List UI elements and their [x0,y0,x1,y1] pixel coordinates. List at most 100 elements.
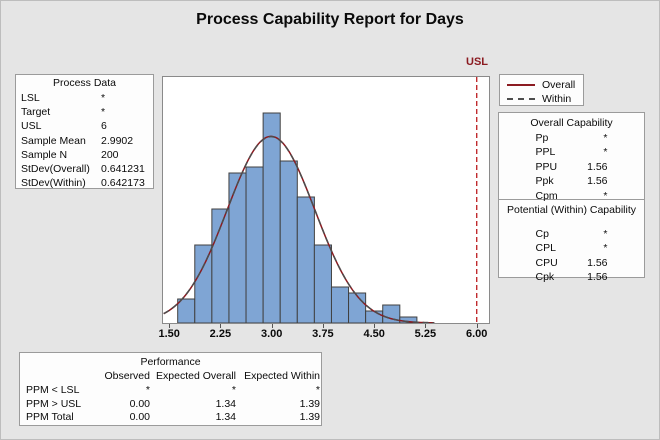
process-data-value: 0.642173 [101,177,145,190]
process-data-label: LSL [21,92,40,104]
process-data-label: USL [21,120,42,133]
performance-panel: Performance Observed Expected Overall Expe… [19,352,322,426]
overall-capability-rows: Pp * PPL * PPU 1.56 Ppk 1.56 Cpm * [536,131,608,203]
legend: Overall Within [499,74,584,106]
x-tick-mark [220,324,222,328]
performance-value: * [145,383,150,396]
process-data-row: Sample N 200 [21,148,153,162]
capability-stat-label: CPU [535,256,558,269]
histogram-bar [194,244,213,323]
histogram-bar [262,112,281,323]
capability-row: Cpm * [536,189,608,203]
x-tick-mark [425,324,427,328]
capability-row: PPU 1.56 [536,160,608,174]
histogram-bar [228,172,247,323]
x-tick-mark [271,324,273,328]
capability-row: Cpk 1.56 [536,270,608,284]
x-tick-label: 3.00 [260,328,283,340]
capability-stat-label: Cp [535,228,549,240]
x-tick-mark [374,324,376,328]
usl-line-label: USL [466,56,488,68]
capability-row: CPL * [536,241,608,255]
histogram-bar [382,304,401,323]
capability-stat-value: 1.56 [587,271,608,284]
performance-value: 0.00 [129,397,150,410]
capability-stat-value: * [603,242,608,255]
capability-row: PPL * [536,145,608,159]
x-tick-mark [476,324,478,328]
legend-overall-label: Overall [542,79,576,91]
performance-value: 1.39 [299,411,320,424]
capability-stat-value: 1.56 [587,256,608,269]
process-data-value: 200 [101,148,119,161]
capability-row: CPU 1.56 [536,256,608,270]
histogram-svg [163,77,478,323]
capability-stat-label: Cpm [535,189,558,202]
process-data-label: Sample Mean [21,134,86,147]
process-data-row: Target * [21,105,153,119]
histogram-bar [177,298,196,323]
capability-stat-value: 1.56 [587,160,608,173]
capability-stat-label: Pp [535,132,549,144]
x-tick-label: 2.25 [209,328,232,340]
performance-row-label: PPM Total [26,411,74,424]
process-data-row: LSL * [21,91,153,105]
histogram-bar [279,160,298,323]
histogram-bar [330,286,350,323]
performance-column-header: Observed [104,370,150,382]
overall-line-swatch [507,84,535,86]
process-data-row: StDev(Within) 0.642173 [21,176,153,190]
capability-stat-value: * [603,146,608,159]
capability-row: Cp * [536,227,608,241]
histogram-bar [245,166,264,323]
process-data-rows: LSL * Target * USL 6 Sample Mean 2.9902 Sample N… [16,91,153,190]
x-tick-mark [169,324,171,328]
legend-within-label: Within [542,93,572,105]
performance-column-header: Expected Overall [156,370,236,382]
process-data-label: Sample N [21,148,68,161]
process-data-row: USL 6 [21,119,153,133]
performance-value: 1.34 [215,397,236,410]
process-data-panel: Process Data LSL * Target * USL 6 Sample Mean 2… [15,74,154,189]
x-tick-label: 6.00 [465,328,488,340]
performance-value: 1.34 [215,411,236,424]
performance-column-header: Expected Within [244,370,320,382]
x-tick-mark [322,324,324,328]
capability-stat-value: * [603,132,608,144]
capability-panel: Overall Capability Pp * PPL * PPU 1.56 Ppk 1.56… [498,112,645,283]
histogram-bar [365,310,384,323]
capability-stat-label: CPL [535,242,556,255]
capability-stat-label: Ppk [535,175,554,188]
capability-row: Pp * [536,131,608,145]
performance-row-label: PPM > USL [26,397,82,410]
process-data-row: Sample Mean 2.9902 [21,134,153,148]
report-title: Process Capability Report for Days [196,11,464,28]
capability-stat-label: PPL [535,146,556,159]
within-capability-section: Potential (Within) Capability Cp * CPL * CPU… [499,200,644,285]
capability-stat-label: PPU [535,160,558,173]
capability-row: Ppk 1.56 [536,174,608,188]
process-data-title: Process Data [52,77,117,89]
within-capability-rows: Cp * CPL * CPU 1.56 Cpk 1.56 [536,227,608,285]
overall-capability-title: Overall Capability [530,117,613,129]
performance-value: 1.39 [299,397,320,410]
process-data-value: 6 [101,120,107,133]
capability-stat-value: * [603,189,608,202]
overall-capability-section: Overall Capability Pp * PPL * PPU 1.56 Ppk 1.56… [499,113,644,203]
histogram-bar [296,196,315,323]
within-line-swatch [507,98,535,100]
process-data-value: * [101,92,106,104]
x-tick-label: 3.75 [312,328,334,340]
process-data-value: * [101,106,106,119]
process-data-value: 2.9902 [101,134,134,147]
histogram-plot [162,76,490,324]
within-capability-title: Potential (Within) Capability [507,204,636,216]
x-tick-label: 4.50 [363,328,385,340]
performance-row-label: PPM < LSL [26,383,80,396]
performance-value: 0.00 [129,411,150,424]
process-data-value: 0.641231 [101,163,145,176]
process-data-row: StDev(Overall) 0.641231 [21,162,153,176]
legend-entry-overall: Overall [507,79,583,91]
process-data-label: StDev(Overall) [21,163,90,176]
